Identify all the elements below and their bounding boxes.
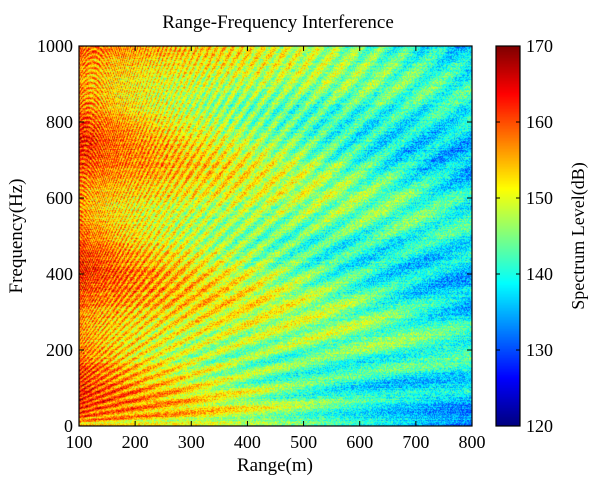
y-axis: 0 200 400 600 800 1000 [37, 36, 472, 436]
x-tick-label: 700 [402, 432, 429, 452]
chart-title: Range-Frequency Interference [162, 12, 394, 33]
x-tick-label: 400 [234, 432, 261, 452]
colorbar-tick-label: 170 [526, 36, 553, 56]
x-tick-label: 300 [178, 432, 205, 452]
colorbar-tick-label: 140 [526, 264, 553, 284]
x-axis: 100 200 300 400 500 600 700 800 [66, 46, 486, 452]
x-tick-label: 200 [122, 432, 149, 452]
colorbar-tick-label: 150 [526, 188, 553, 208]
colorbar-tick-label: 130 [526, 340, 553, 360]
x-axis-label: Range(m) [237, 455, 313, 476]
colorbar-tick-label: 120 [526, 416, 553, 436]
x-tick-label: 800 [459, 432, 486, 452]
colorbar-tick-label: 160 [526, 112, 553, 132]
y-tick-label: 600 [46, 188, 73, 208]
y-tick-label: 400 [46, 264, 73, 284]
y-tick-label: 200 [46, 340, 73, 360]
x-tick-label: 100 [66, 432, 93, 452]
x-tick-label: 500 [290, 432, 317, 452]
y-tick-label: 0 [64, 416, 73, 436]
heatmap-image [79, 46, 472, 426]
colorbar-frame [495, 45, 521, 427]
y-axis-label: Frequency(Hz) [6, 178, 27, 293]
x-tick-label: 600 [346, 432, 373, 452]
colorbar-label: Spectrum Level(dB) [568, 162, 589, 309]
colorbar-gradient [496, 46, 520, 426]
plot-frame [78, 45, 473, 427]
y-tick-label: 800 [46, 112, 73, 132]
colorbar-axis: 120 130 140 150 160 170 [496, 36, 553, 436]
y-tick-label: 1000 [37, 36, 73, 56]
